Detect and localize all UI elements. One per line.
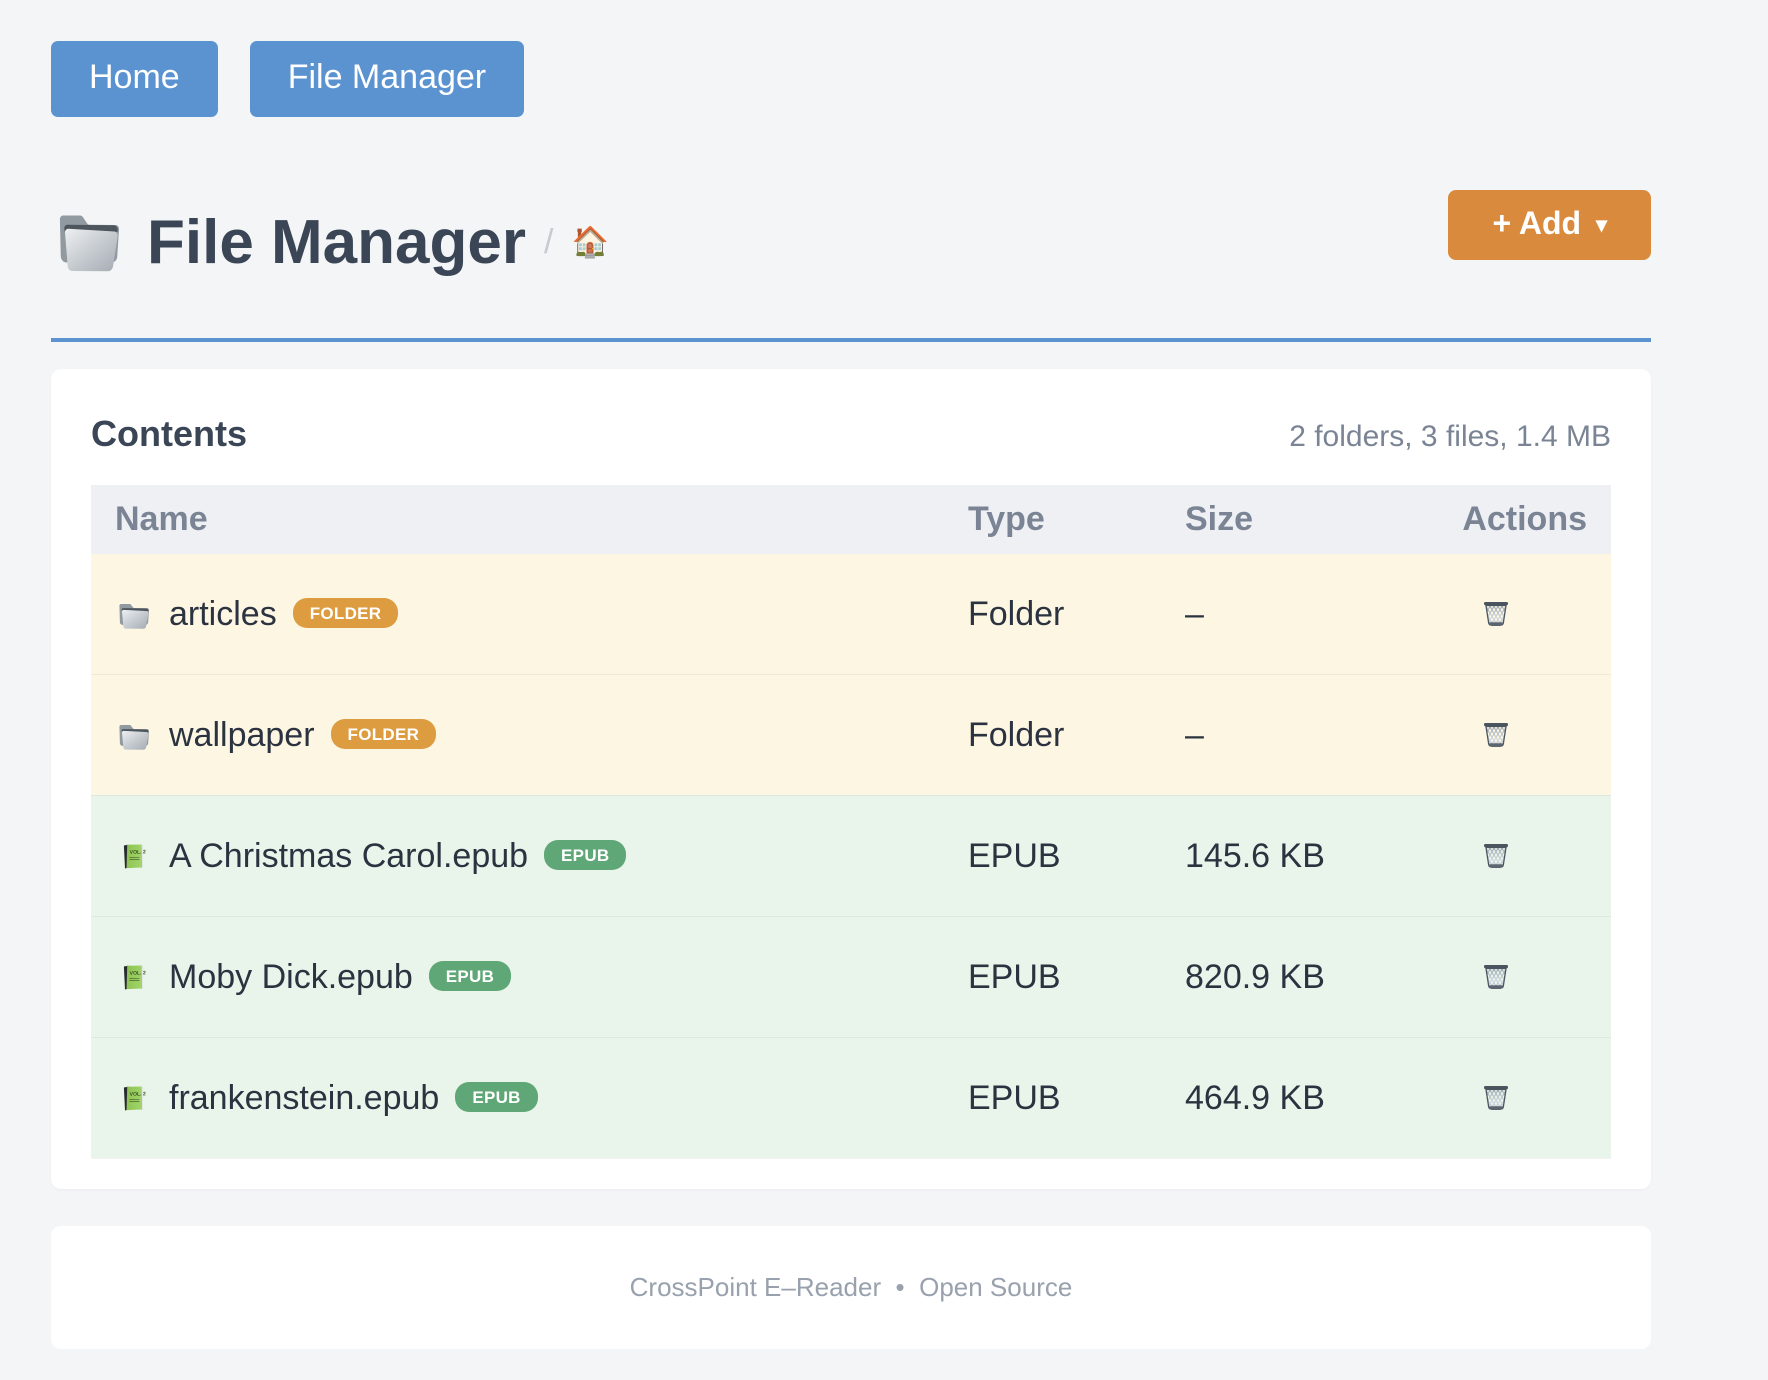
svg-text:VOL. 2: VOL. 2 (130, 849, 146, 855)
svg-text:VOL. 2: VOL. 2 (130, 1091, 146, 1097)
svg-text:VOL. 2: VOL. 2 (130, 970, 146, 976)
